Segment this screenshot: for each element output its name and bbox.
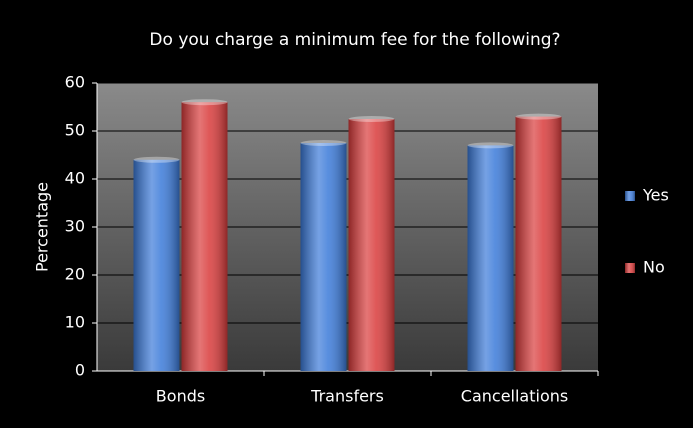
bar-cap — [300, 140, 347, 146]
x-tick-label: Cancellations — [461, 387, 568, 406]
bar-shine — [300, 143, 347, 371]
legend-label: Yes — [642, 186, 669, 205]
bar-shine — [133, 159, 180, 371]
y-tick-label: 20 — [65, 265, 85, 284]
y-tick-label: 50 — [65, 121, 85, 140]
bar-shine — [348, 119, 395, 371]
bar-cap — [133, 156, 180, 163]
bar-shine — [515, 116, 562, 371]
bar-cap — [348, 116, 395, 122]
bar-shine — [181, 102, 228, 371]
x-tick-label: Transfers — [310, 387, 384, 406]
bar-cap — [467, 142, 514, 149]
y-tick-label: 40 — [65, 169, 85, 188]
legend-swatch-shine — [625, 263, 635, 273]
x-tick-label: Bonds — [156, 387, 205, 406]
y-tick-label: 60 — [65, 73, 85, 92]
legend-swatch-shine — [625, 191, 635, 201]
y-tick-label: 30 — [65, 217, 85, 236]
y-tick-label: 0 — [75, 361, 85, 380]
legend-label: No — [643, 258, 665, 277]
chart-title: Do you charge a minimum fee for the foll… — [149, 30, 560, 50]
bar-cap — [181, 99, 228, 106]
y-axis-label: Percentage — [33, 182, 52, 272]
bar-shine — [467, 145, 514, 371]
bar-cap — [515, 113, 562, 120]
y-tick-label: 10 — [65, 313, 85, 332]
